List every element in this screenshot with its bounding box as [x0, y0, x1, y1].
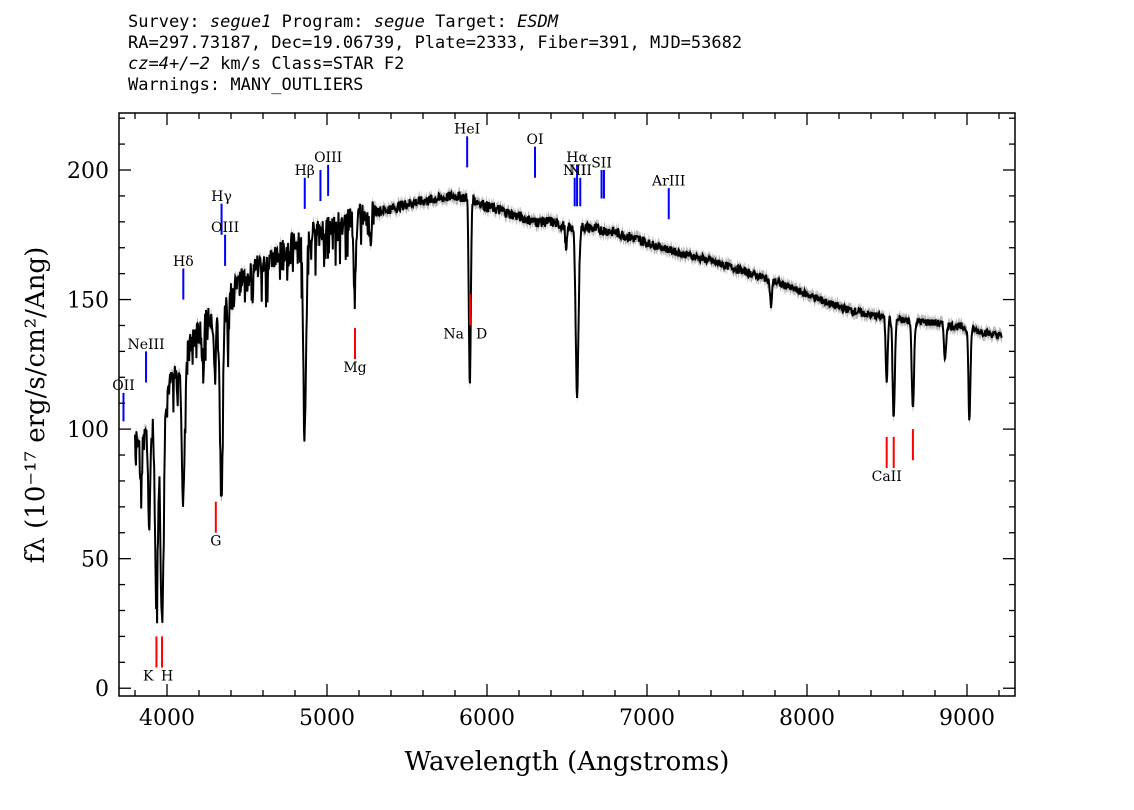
emission-label-2: Hδ [173, 254, 194, 270]
emission-label-8: HeI [454, 122, 480, 138]
axis-layer: 4000 5000 6000 7000 8000 9000 0 50 100 150 200 [67, 112, 1016, 731]
y-axis-title: fλ (10⁻¹⁷ erg/s/cm²/Ang) [21, 247, 51, 563]
absorption-label-2: G [210, 534, 221, 550]
absorption-label-3: Mg [343, 360, 366, 376]
target-label: Target: [435, 12, 507, 32]
target-value: ESDM [517, 12, 559, 32]
program-label: Program: [281, 12, 364, 32]
class-value: km/s Class=STAR F2 [220, 54, 405, 74]
plot-frame [118, 112, 1016, 697]
absorption-label-4: Na [443, 326, 464, 342]
x-tick-label: 6000 [459, 706, 515, 731]
survey-value: segue1 [209, 12, 272, 32]
y-tick-label: 0 [95, 677, 109, 702]
header-line-coordinates: RA=297.73187, Dec=19.06739, Plate=2333, … [128, 33, 743, 53]
survey-label: Survey: [128, 12, 200, 32]
x-tick-label: 4000 [139, 706, 195, 731]
emission-label-11: Hα [566, 150, 588, 166]
emission-label-4: OIII [211, 220, 239, 236]
x-tick-label: 5000 [299, 706, 355, 731]
absorption-label-1: H [161, 668, 173, 684]
absorption-label-0: K [143, 668, 154, 684]
y-tick-label: 200 [67, 159, 109, 184]
emission-label-1: NeIII [127, 337, 164, 353]
x-tick-label: 7000 [619, 706, 675, 731]
spectrum-header: Survey: segue1 Program: segue Target: ES… [128, 12, 1128, 96]
emission-label-7: OIII [314, 150, 342, 166]
x-tick-label: 8000 [779, 706, 835, 731]
emission-label-5: Hβ [295, 163, 315, 179]
y-tick-label: 150 [67, 289, 109, 314]
emission-label-3: Hγ [211, 189, 232, 205]
program-value: segue [373, 12, 425, 32]
error-band [135, 185, 1002, 629]
emission-label-9: OI [526, 132, 543, 148]
absorption-label-5: D [476, 326, 487, 342]
absorption-label-6: CaII [872, 469, 902, 485]
header-line-survey: Survey: segue1 Program: segue Target: ES… [128, 12, 1128, 33]
emission-label-15: ArIII [651, 174, 685, 190]
emission-label-12: NII [569, 163, 592, 179]
y-tick-label: 50 [81, 548, 109, 573]
x-axis-title: Wavelength (Angstroms) [405, 747, 730, 777]
emission-label-13: SII [591, 155, 612, 171]
redshift-value: cz=4+/−2 [128, 54, 210, 74]
emission-label-0: OII [112, 378, 135, 394]
x-tick-label: 9000 [939, 706, 995, 731]
spectrum-line [134, 189, 1003, 624]
y-tick-label: 100 [67, 418, 109, 443]
emission-label-10: NII [563, 163, 586, 179]
header-line-warnings: Warnings: MANY_OUTLIERS [128, 75, 364, 95]
header-line-redshift: cz=4+/−2 km/s Class=STAR F2 [128, 54, 1128, 75]
